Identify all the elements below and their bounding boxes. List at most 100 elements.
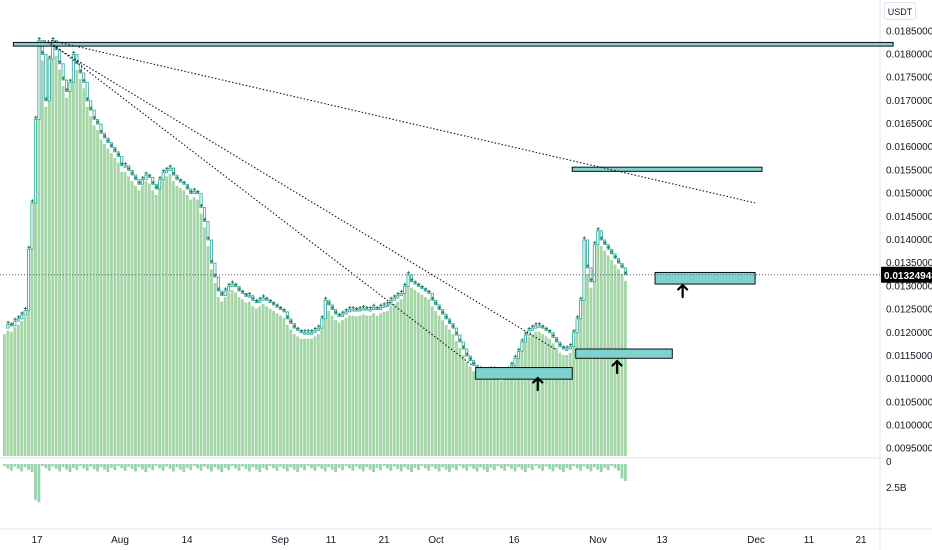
price-candle xyxy=(340,313,345,317)
volume-histogram-bar xyxy=(165,464,168,467)
volume-bar xyxy=(513,364,517,456)
cross-marker xyxy=(268,299,272,303)
volume-histogram-bar xyxy=(417,464,420,471)
price-candle xyxy=(596,230,600,246)
cross-marker xyxy=(593,241,597,245)
volume-bar xyxy=(275,313,279,456)
volume-bar xyxy=(72,60,75,457)
volume-bar xyxy=(320,324,324,456)
cross-marker xyxy=(392,294,397,298)
volume-histogram-bar xyxy=(458,464,462,466)
cross-marker xyxy=(85,97,90,101)
cross-marker xyxy=(47,55,52,59)
volume-bar xyxy=(196,199,200,457)
volume-bar xyxy=(103,143,106,456)
price-candle xyxy=(530,327,534,331)
cross-marker xyxy=(199,203,203,208)
volume-histogram-bar xyxy=(617,464,620,471)
volume-histogram-bar xyxy=(586,464,589,469)
cross-marker xyxy=(517,347,521,351)
price-candle xyxy=(568,346,572,350)
volume-histogram-bar xyxy=(406,464,410,470)
volume-histogram-bar xyxy=(65,464,68,470)
volume-histogram-bar xyxy=(358,464,362,469)
cross-marker xyxy=(389,296,393,300)
volume-bar xyxy=(427,299,431,456)
volume-histogram-bar xyxy=(368,464,372,470)
volume-histogram-bar xyxy=(399,464,403,472)
cross-marker xyxy=(82,78,86,82)
cross-marker xyxy=(323,296,328,300)
volume-bar xyxy=(78,79,82,457)
volume-histogram-bar xyxy=(385,464,389,469)
volume-bar xyxy=(372,313,375,456)
volume-histogram-bar xyxy=(348,464,351,469)
currency-label[interactable]: USDT xyxy=(884,2,916,20)
price-candle xyxy=(392,297,396,301)
volume-histogram-bar xyxy=(396,464,400,469)
volume-histogram-bar xyxy=(479,464,482,468)
cross-marker xyxy=(120,162,124,166)
volume-bar xyxy=(206,246,210,456)
cross-marker xyxy=(27,245,31,249)
price-candle xyxy=(344,311,348,315)
volume-bar xyxy=(316,334,320,456)
cross-marker xyxy=(251,296,255,300)
volume-bar xyxy=(613,264,617,456)
volume-bar xyxy=(144,181,148,456)
price-candle xyxy=(513,357,517,366)
volume-bar xyxy=(527,336,531,456)
volume-histogram-bar xyxy=(134,464,137,472)
price-candle xyxy=(227,285,231,292)
volume-tick-label: 0 xyxy=(886,457,892,468)
time-tick-label: 17 xyxy=(31,535,43,546)
volume-histogram-bar xyxy=(579,464,582,471)
volume-histogram-bar xyxy=(196,464,200,469)
volume-bar xyxy=(358,315,362,456)
volume-bar xyxy=(23,316,27,456)
cross-marker xyxy=(558,343,562,347)
cross-marker xyxy=(465,352,469,356)
volume-histogram-bar xyxy=(47,464,51,471)
cross-marker xyxy=(196,190,200,194)
volume-histogram-bar xyxy=(275,464,279,471)
cross-marker xyxy=(620,264,624,268)
volume-bar xyxy=(154,194,158,456)
price-candle xyxy=(582,239,586,301)
price-candle xyxy=(89,100,93,111)
volume-histogram-bar xyxy=(182,464,186,472)
cross-marker xyxy=(30,199,34,203)
cross-marker xyxy=(386,301,390,305)
volume-bar xyxy=(161,178,165,456)
volume-bar xyxy=(330,315,334,456)
volume-histogram-bar xyxy=(330,464,334,470)
volume-histogram-bar xyxy=(203,464,206,467)
price-candle xyxy=(323,299,327,320)
volume-bar xyxy=(254,308,258,456)
cross-marker xyxy=(544,326,548,331)
cross-marker xyxy=(317,324,321,328)
volume-histogram-bar xyxy=(40,464,44,466)
volume-bar xyxy=(96,130,99,457)
price-candle xyxy=(378,306,383,310)
volume-bar xyxy=(327,310,331,456)
volume-histogram-bar xyxy=(351,464,355,471)
volume-histogram-bar xyxy=(89,464,93,467)
volume-bar xyxy=(468,366,472,456)
volume-bar xyxy=(461,355,465,456)
volume-bar xyxy=(192,197,196,457)
volume-histogram-bar xyxy=(37,464,41,503)
volume-bar xyxy=(299,338,303,456)
price-candle xyxy=(120,156,124,167)
volume-bar xyxy=(51,46,55,456)
cross-marker xyxy=(227,282,231,286)
volume-bar xyxy=(6,330,10,456)
cross-marker xyxy=(596,227,600,231)
cross-marker xyxy=(441,310,445,314)
trendline xyxy=(44,40,556,350)
